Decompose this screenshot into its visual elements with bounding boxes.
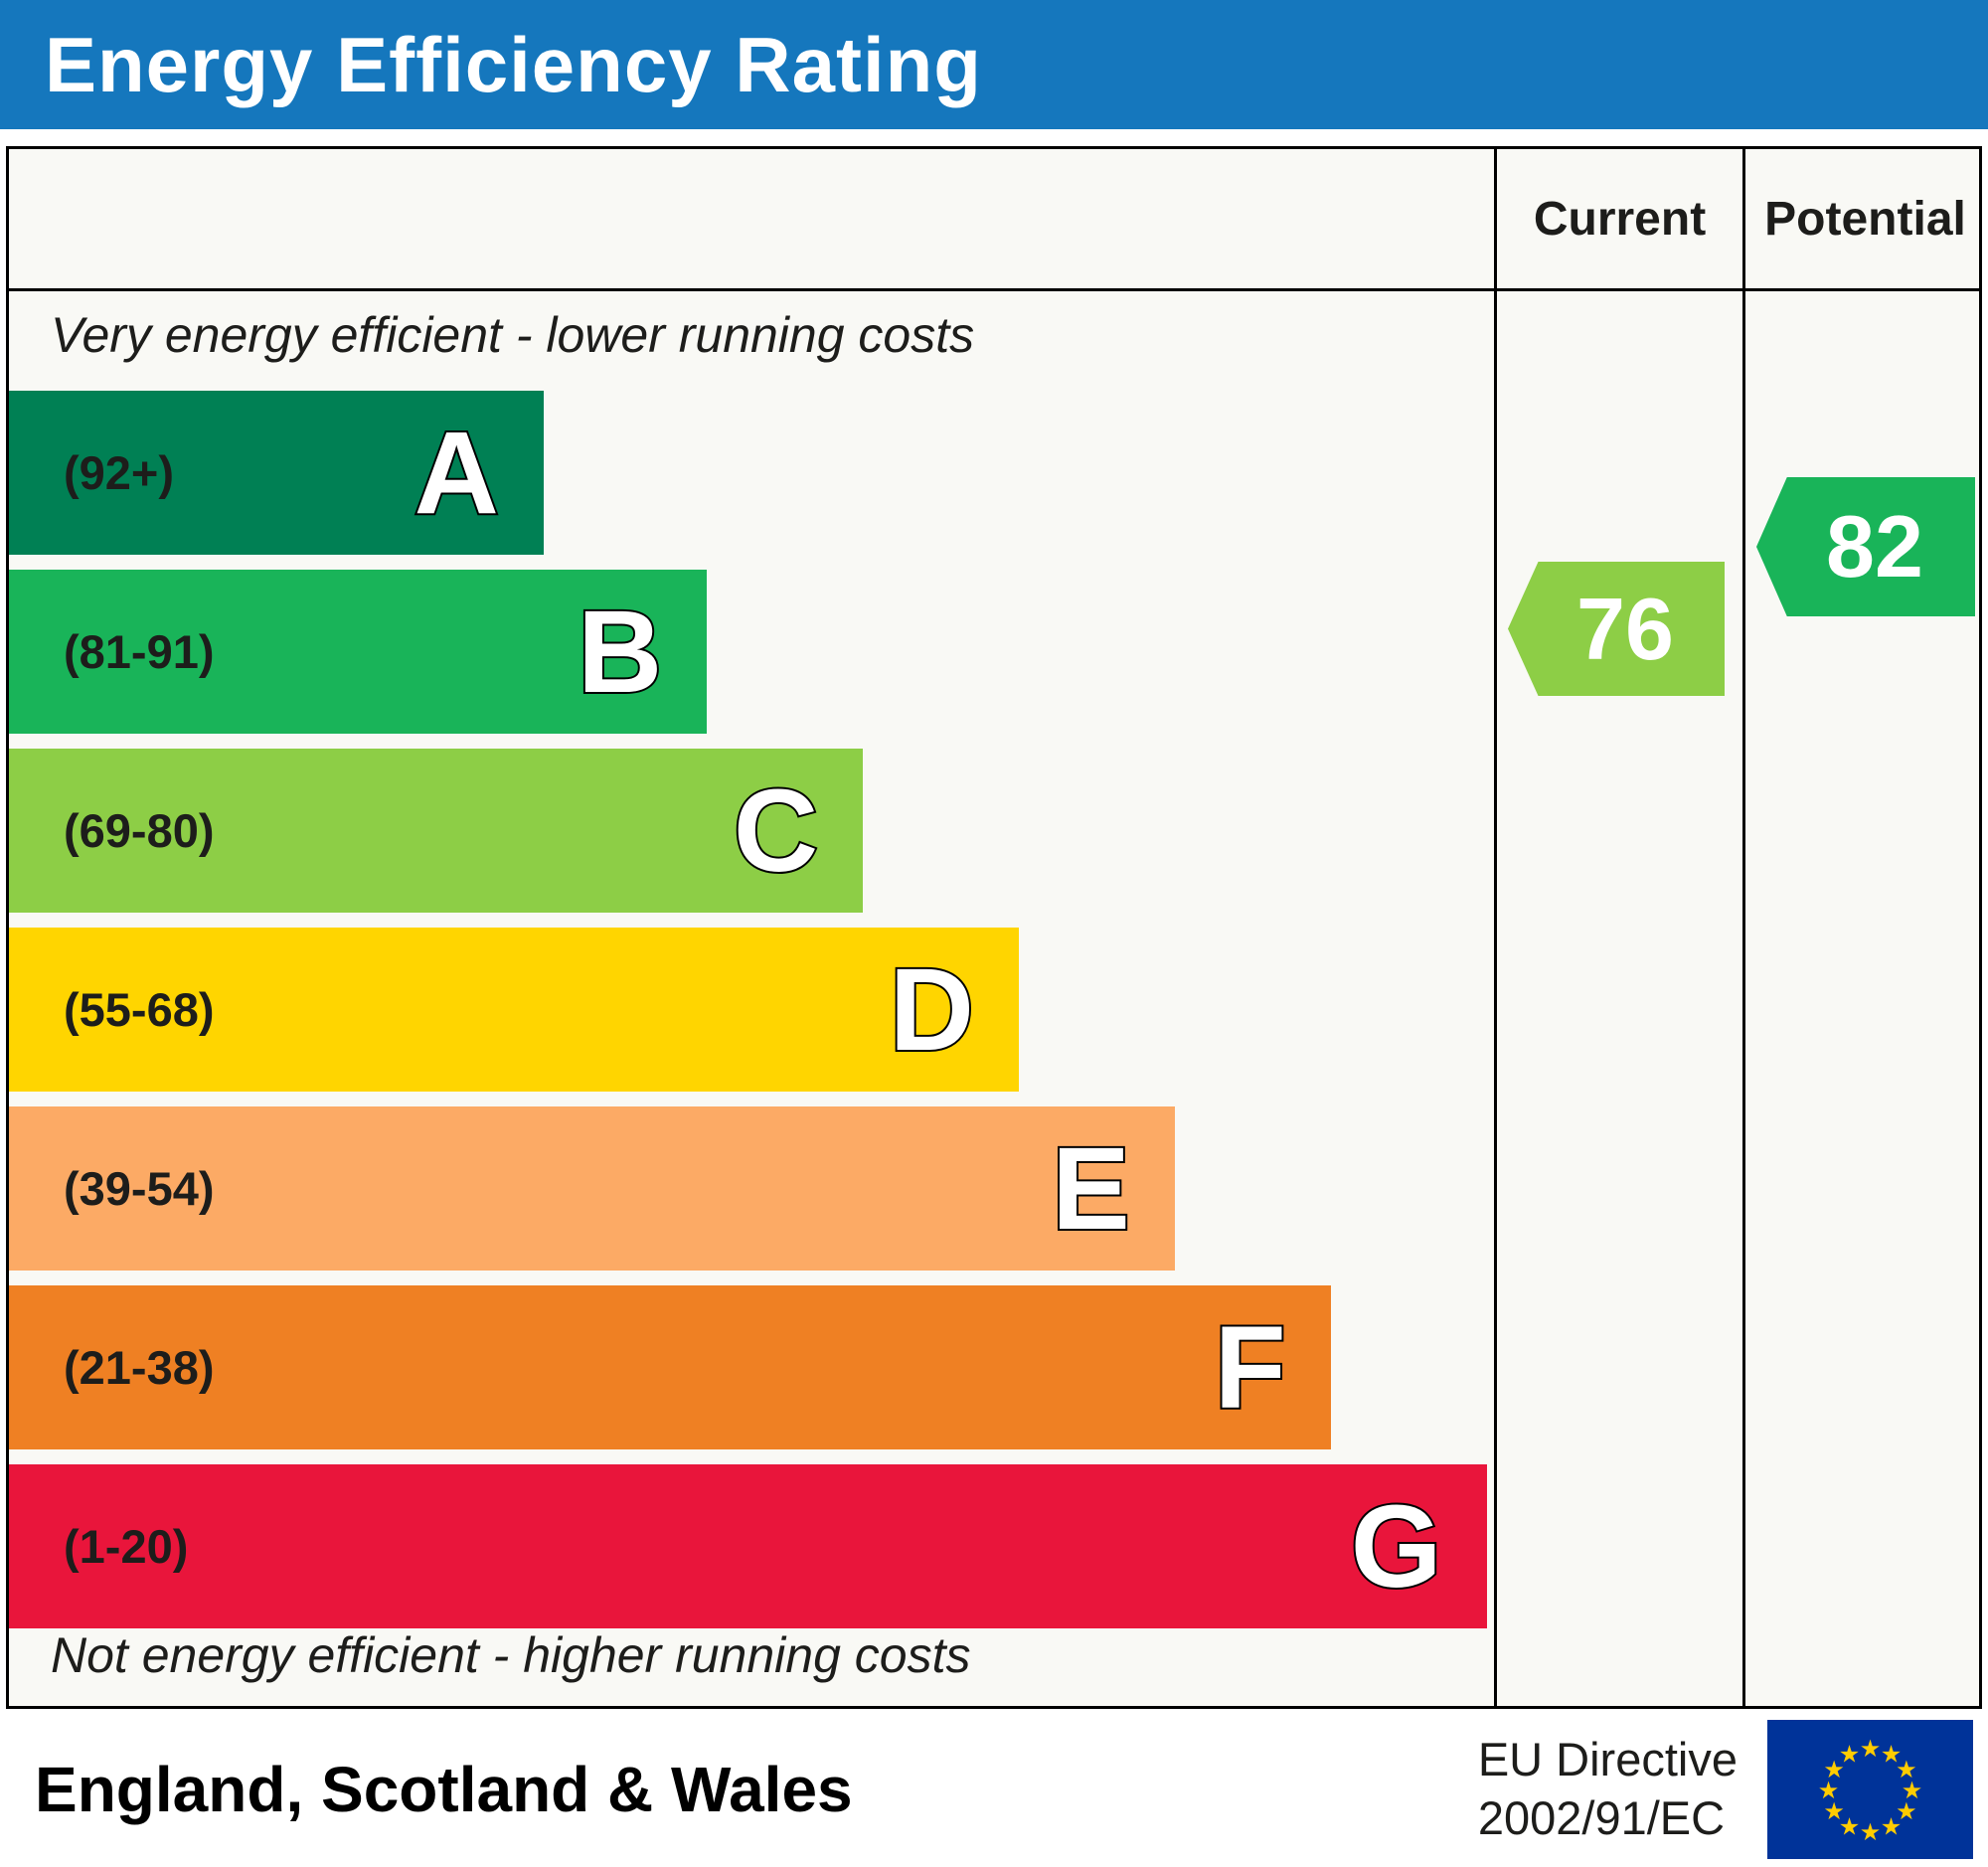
band-range-c: (69-80) (64, 804, 215, 857)
page-title: Energy Efficiency Rating (45, 20, 982, 108)
potential-column-header: Potential (1764, 192, 1966, 246)
band-range-e: (39-54) (64, 1162, 215, 1215)
band-range-b: (81-91) (64, 625, 215, 678)
eu-directive-label: EU Directive 2002/91/EC (1478, 1731, 1738, 1848)
svg-text:★: ★ (1860, 1818, 1882, 1846)
band-bar-a: (92+) A (9, 391, 544, 555)
svg-text:★: ★ (1823, 1797, 1845, 1825)
svg-text:★: ★ (1896, 1797, 1917, 1825)
band-range-f: (21-38) (64, 1341, 215, 1394)
band-letter-f: F (1213, 1301, 1288, 1434)
band-letter-g: G (1349, 1480, 1444, 1612)
svg-text:★: ★ (1881, 1812, 1903, 1840)
bottom-caption: Not energy efficient - higher running co… (51, 1627, 971, 1683)
svg-text:★: ★ (1860, 1735, 1882, 1763)
svg-text:★: ★ (1881, 1740, 1903, 1768)
band-bar-d: (55-68) D (9, 928, 1019, 1092)
current-rating-value: 76 (1576, 579, 1674, 678)
svg-text:★: ★ (1818, 1777, 1840, 1804)
svg-text:★: ★ (1896, 1756, 1917, 1783)
band-range-g: (1-20) (64, 1520, 189, 1573)
region-label: England, Scotland & Wales (35, 1753, 853, 1825)
band-letter-b: B (576, 586, 664, 718)
eu-directive-line2: 2002/91/EC (1477, 1790, 1726, 1844)
svg-text:★: ★ (1902, 1777, 1923, 1804)
band-bar-c: (69-80) C (9, 749, 864, 913)
band-letter-c: C (732, 764, 820, 897)
svg-text:★: ★ (1839, 1740, 1861, 1768)
band-range-d: (55-68) (64, 983, 215, 1036)
band-bar-f: (21-38) F (9, 1285, 1331, 1449)
current-column-header: Current (1533, 192, 1707, 246)
eu-directive-line1: EU Directive (1477, 1732, 1738, 1785)
band-letter-e: E (1050, 1122, 1132, 1255)
current-column-divider (1494, 149, 1497, 1706)
svg-text:★: ★ (1823, 1756, 1845, 1783)
footer: England, Scotland & Wales EU Directive 2… (0, 1711, 1988, 1867)
column-header-divider (9, 288, 1979, 291)
epc-chart: Current Potential Very energy efficient … (6, 146, 1982, 1709)
svg-text:★: ★ (1839, 1812, 1861, 1840)
title-banner: Energy Efficiency Rating (0, 0, 1988, 129)
potential-column-divider (1742, 149, 1745, 1706)
band-bar-b: (81-91) B (9, 570, 708, 734)
potential-rating-value: 82 (1826, 497, 1923, 595)
current-rating-pointer: 76 (1508, 562, 1725, 696)
top-caption: Very energy efficient - lower running co… (51, 307, 975, 363)
band-letter-a: A (413, 407, 501, 539)
eu-flag-icon: ★ ★ ★ ★ ★ ★ ★ ★ ★ ★ ★ ★ (1767, 1719, 1973, 1859)
band-letter-d: D (888, 943, 976, 1076)
band-bar-g: (1-20) G (9, 1464, 1487, 1628)
bands-area: (92+) A (81-91) B (69-80) C (55-68) D (3… (9, 391, 1494, 1643)
potential-rating-pointer: 82 (1756, 477, 1975, 616)
band-range-a: (92+) (64, 446, 175, 499)
band-bar-e: (39-54) E (9, 1106, 1175, 1271)
